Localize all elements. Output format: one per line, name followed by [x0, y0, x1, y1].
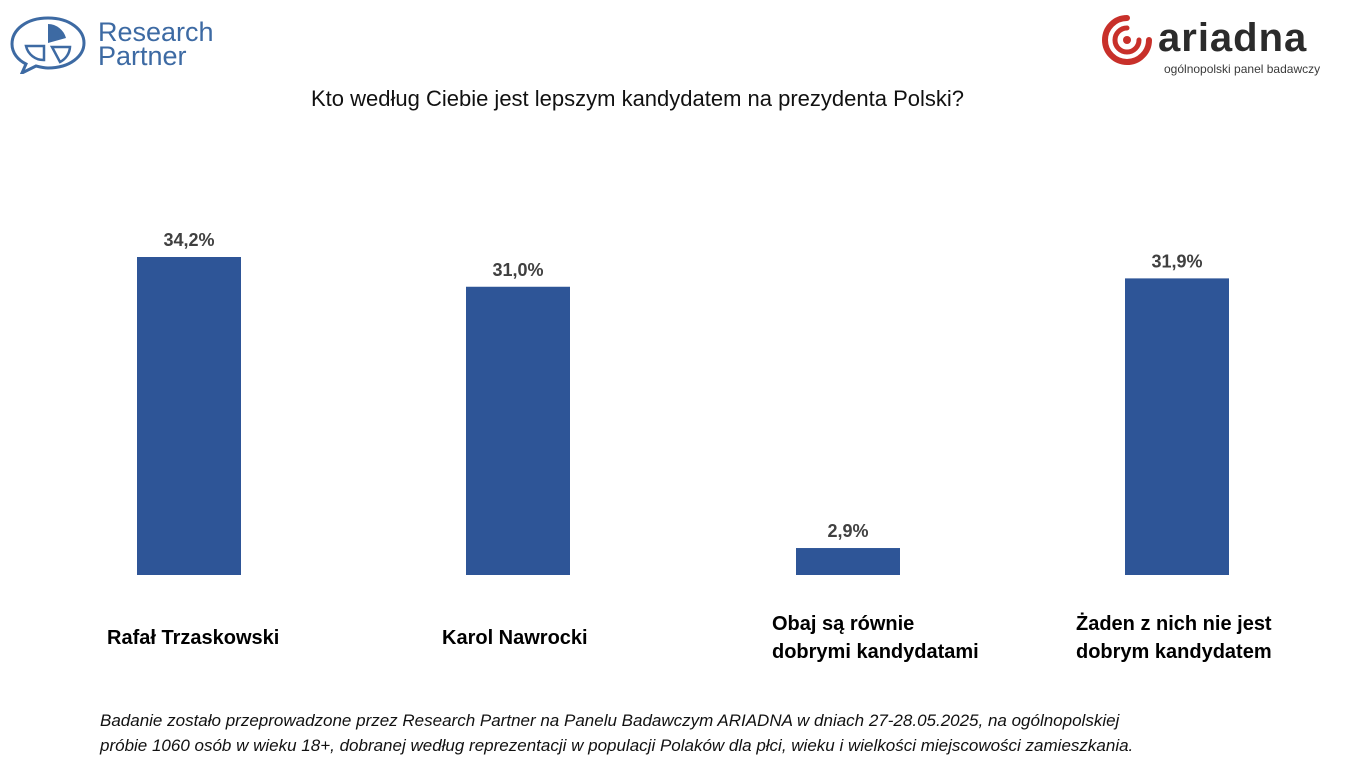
category-label-2-line-1: dobrymi kandydatami	[772, 641, 979, 663]
data-label-3: 31,9%	[1151, 251, 1202, 271]
data-label-2: 2,9%	[827, 521, 868, 541]
bar-2	[796, 548, 900, 575]
footnote-line-2: próbie 1060 osób w wieku 18+, dobranej w…	[100, 736, 1134, 755]
ariadna-logo: ariadna ogólnopolski panel badawczy	[1100, 10, 1350, 82]
chart-title: Kto według Ciebie jest lepszym kandydate…	[310, 86, 965, 111]
data-label-1: 31,0%	[492, 260, 543, 280]
category-label-1: Karol Nawrocki	[442, 624, 588, 652]
data-label-0: 34,2%	[163, 230, 214, 250]
research-partner-logo: Research Partner	[8, 10, 223, 76]
methodology-footnote: Badanie zostało przeprowadzone przez Res…	[100, 708, 1330, 758]
spiral-logo-icon	[1102, 15, 1152, 65]
bar-3	[1125, 278, 1229, 575]
category-label-1-line-0: Karol Nawrocki	[442, 627, 588, 649]
speech-bubble-pie-icon	[10, 16, 86, 74]
research-partner-line1: Research	[98, 17, 214, 47]
bar-1	[466, 286, 570, 575]
research-partner-line2: Partner	[98, 41, 187, 71]
category-label-0-line-0: Rafał Trzaskowski	[107, 627, 280, 649]
category-label-3-line-0: Żaden z nich nie jest	[1076, 613, 1272, 635]
footnote-line-1: Badanie zostało przeprowadzone przez Res…	[100, 711, 1120, 730]
ariadna-wordmark: ariadna	[1158, 16, 1308, 60]
category-label-3-line-1: dobrym kandydatem	[1076, 641, 1272, 663]
category-label-2: Obaj są równie dobrymi kandydatami	[772, 610, 979, 666]
ariadna-tagline: ogólnopolski panel badawczy	[1164, 62, 1321, 76]
category-label-2-line-0: Obaj są równie	[772, 613, 915, 635]
category-label-3: Żaden z nich nie jest dobrym kandydatem	[1076, 610, 1272, 666]
category-label-0: Rafał Trzaskowski	[107, 624, 279, 652]
bar-0	[137, 257, 241, 575]
research-partner-wordmark: Research Partner	[98, 17, 214, 71]
